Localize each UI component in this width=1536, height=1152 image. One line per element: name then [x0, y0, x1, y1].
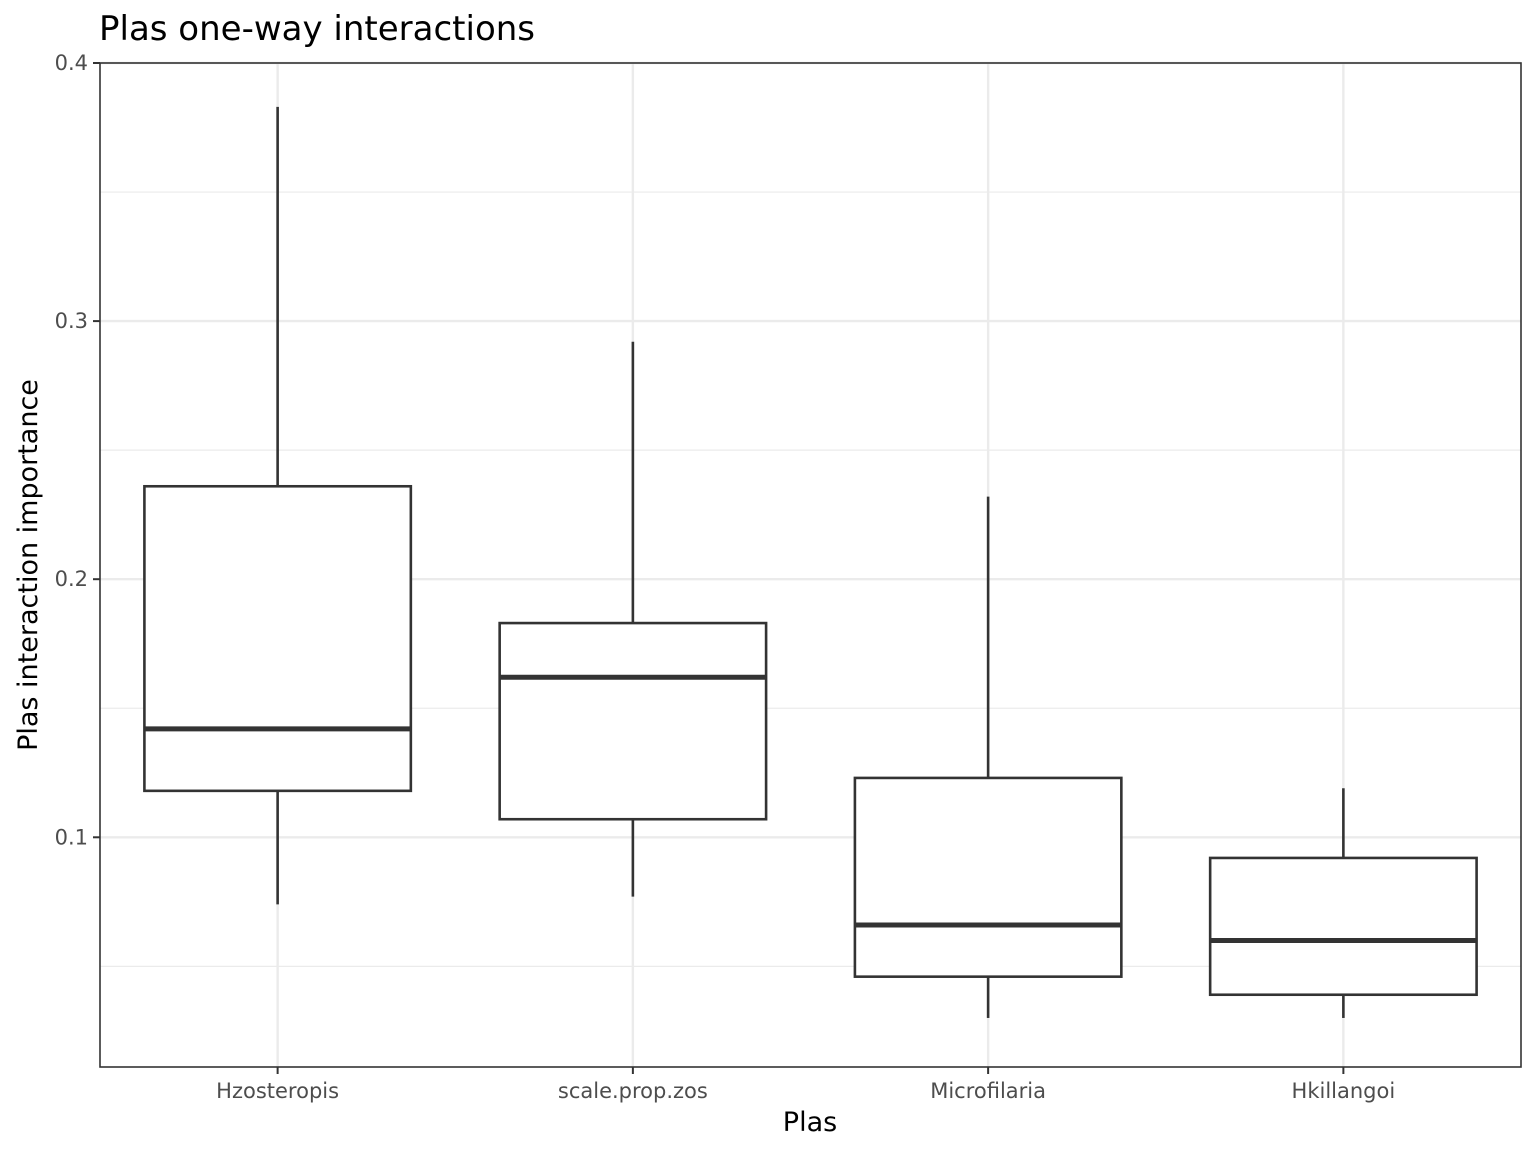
y-axis-title: Plas interaction importance — [13, 379, 44, 751]
iqr-box — [1208, 856, 1478, 997]
iqr-box — [143, 484, 413, 793]
y-tick-label: 0.4 — [55, 51, 88, 75]
panel-border — [99, 62, 1522, 1068]
chart-title: Plas one-way interactions — [99, 9, 535, 49]
y-tick-label: 0.3 — [55, 309, 88, 333]
box-group-scale-prop-zos — [498, 341, 768, 897]
box-group-microfilaria — [853, 496, 1123, 1018]
x-tick-label: scale.prop.zos — [558, 1079, 708, 1103]
x-axis-title: Plas — [783, 1107, 837, 1138]
iqr-box — [853, 776, 1123, 978]
y-tick-label: 0.1 — [55, 825, 88, 849]
box-layer — [143, 106, 1478, 1018]
x-tick-label: Microfilaria — [930, 1079, 1046, 1103]
box-group-hzosteropis — [143, 106, 413, 905]
box-group-hkillangoi — [1208, 788, 1478, 1018]
iqr-box — [498, 621, 768, 821]
tick-layer: 0.1 0.2 0.3 0.4 Hzosteropis scale.prop.zos Mic… — [55, 51, 1396, 1103]
y-tick-label: 0.2 — [55, 567, 88, 591]
x-tick-label: Hzosteropis — [216, 1079, 339, 1103]
x-tick-label: Hkillangoi — [1292, 1079, 1396, 1103]
